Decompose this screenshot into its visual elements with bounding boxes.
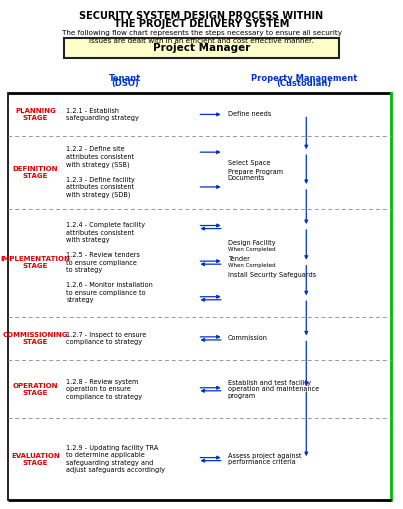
Text: Define needs: Define needs [228,111,271,118]
Text: PLANNING
STAGE: PLANNING STAGE [15,108,56,121]
Text: Tenant: Tenant [109,74,141,83]
Text: 1.2.1 - Establish
safeguarding strategy: 1.2.1 - Establish safeguarding strategy [66,108,139,121]
Text: operation and maintenance: operation and maintenance [228,386,319,392]
Text: Prepare Program: Prepare Program [228,169,283,175]
Text: When Completed: When Completed [228,263,275,268]
Text: Documents: Documents [228,176,265,181]
Text: When Completed: When Completed [228,247,275,252]
Text: 1.2.7 - Inspect to ensure
compliance to strategy: 1.2.7 - Inspect to ensure compliance to … [66,332,147,345]
Text: (Custodian): (Custodian) [276,79,332,88]
Text: The following flow chart represents the steps necessary to ensure all security
i: The following flow chart represents the … [62,30,341,44]
Text: Project Manager: Project Manager [153,43,250,53]
Text: DEFINITION
STAGE: DEFINITION STAGE [12,166,58,179]
Text: Install Security Safeguards: Install Security Safeguards [228,272,316,277]
Text: Establish and test facility: Establish and test facility [228,380,311,386]
Text: 1.2.8 - Review system
operation to ensure
compliance to strategy: 1.2.8 - Review system operation to ensur… [66,379,143,400]
Text: Commission: Commission [228,335,268,342]
Text: EVALUATION
STAGE: EVALUATION STAGE [11,453,60,466]
Text: (DSO): (DSO) [111,79,139,88]
Text: Assess project against: Assess project against [228,453,301,459]
Text: 1.2.9 - Updating facility TRA
to determine applicable
safeguarding strategy and
: 1.2.9 - Updating facility TRA to determi… [66,445,166,473]
Text: Design Facility: Design Facility [228,240,275,246]
Text: performance criteria: performance criteria [228,460,295,465]
Text: 1.2.4 - Complete facility
attributes consistent
with strategy

1.2.5 - Review te: 1.2.4 - Complete facility attributes con… [66,222,153,303]
Text: THE PROJECT DELIVERY SYSTEM: THE PROJECT DELIVERY SYSTEM [114,19,289,30]
FancyBboxPatch shape [64,38,339,58]
Text: Property Management: Property Management [251,74,357,83]
Text: OPERATION
STAGE: OPERATION STAGE [12,383,58,396]
Text: 1.2.2 - Define site
attributes consistent
with strategy (SSB)

1.2.3 - Define fa: 1.2.2 - Define site attributes consisten… [66,147,135,199]
Text: Tender: Tender [228,256,249,262]
Text: Select Space: Select Space [228,159,270,165]
Text: program: program [228,393,256,399]
Text: IMPLEMENTATION
STAGE: IMPLEMENTATION STAGE [0,256,70,269]
Text: SECURITY SYSTEM DESIGN PROCESS WITHIN: SECURITY SYSTEM DESIGN PROCESS WITHIN [79,11,324,21]
Text: COMMISSIONING
STAGE: COMMISSIONING STAGE [2,332,68,345]
